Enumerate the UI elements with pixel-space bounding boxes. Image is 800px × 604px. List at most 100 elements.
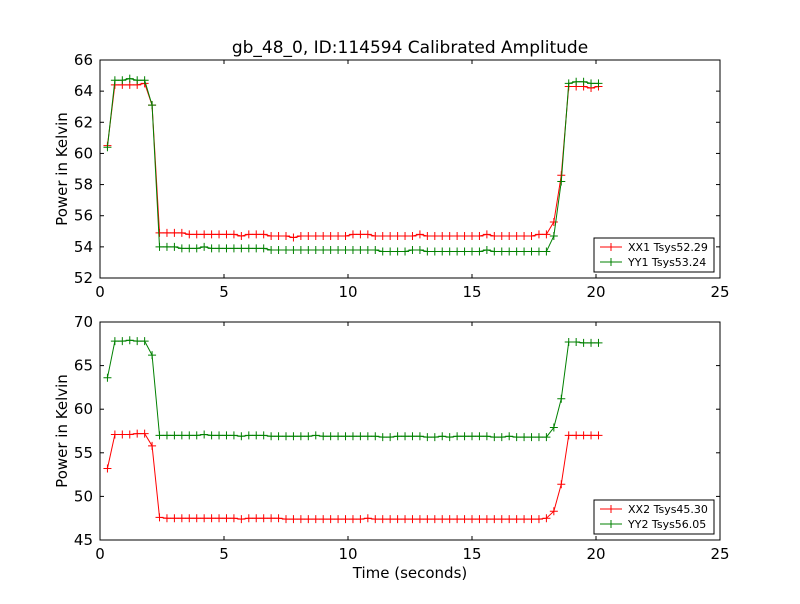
data-point	[438, 432, 447, 441]
axes-frame	[99, 59, 721, 279]
data-point	[200, 514, 209, 523]
data-point	[274, 231, 283, 240]
data-point	[237, 244, 246, 253]
data-point	[215, 431, 224, 440]
data-point	[490, 231, 499, 240]
data-point	[282, 515, 290, 524]
data-point	[282, 245, 290, 254]
data-point	[185, 244, 194, 253]
data-point	[207, 230, 216, 239]
data-point	[326, 245, 335, 254]
data-point	[527, 433, 536, 442]
data-point	[222, 431, 231, 440]
data-point	[326, 432, 335, 441]
x-tick-label: 0	[95, 545, 105, 563]
data-point	[311, 515, 320, 524]
data-point	[274, 514, 283, 523]
data-point	[155, 228, 164, 237]
data-point	[207, 244, 216, 253]
y-tick-label: 52	[74, 269, 93, 287]
data-point	[386, 231, 395, 240]
data-point	[125, 430, 134, 439]
data-point	[468, 247, 476, 256]
data-point	[222, 230, 231, 239]
data-point	[542, 230, 551, 239]
legend-marker	[607, 505, 615, 513]
data-point	[497, 515, 506, 524]
data-point	[534, 230, 543, 239]
data-point	[371, 231, 380, 240]
data-point	[103, 143, 112, 152]
data-point	[185, 514, 194, 523]
data-point	[118, 337, 127, 346]
data-point	[453, 515, 462, 524]
data-point	[460, 247, 469, 256]
data-point	[430, 231, 439, 240]
data-point	[549, 423, 558, 432]
legend-marker	[607, 258, 615, 266]
data-point	[587, 431, 596, 440]
data-point	[497, 433, 506, 442]
data-point	[408, 515, 417, 524]
data-point	[386, 433, 395, 442]
data-point	[267, 231, 276, 240]
data-point	[460, 432, 469, 441]
data-point	[252, 244, 261, 253]
y-tick-label: 66	[74, 51, 93, 69]
data-point	[244, 514, 253, 523]
data-point	[334, 515, 343, 524]
data-point	[430, 515, 439, 524]
data-point	[348, 515, 357, 524]
data-point	[162, 228, 171, 237]
data-point	[282, 231, 290, 240]
data-point	[170, 228, 179, 237]
data-point	[587, 338, 596, 347]
data-point	[296, 245, 305, 254]
data-point	[490, 433, 499, 442]
data-point	[438, 515, 447, 524]
data-point	[334, 245, 343, 254]
bottom-panel: 0 5 10 15 20 25 45 50 55 60 65 70 Power in Kelvin Tim…	[53, 313, 730, 582]
data-point	[386, 515, 395, 524]
data-point	[475, 432, 484, 441]
x-tick-label: 0	[95, 283, 105, 301]
data-point	[319, 515, 328, 524]
chart-title: gb_48_0, ID:114594 Calibrated Amplitude	[232, 38, 588, 58]
data-point	[289, 233, 298, 242]
legend-label: XX2 Tsys45.30	[628, 503, 708, 516]
legend-label: YY2 Tsys56.05	[627, 518, 706, 531]
data-point	[393, 515, 402, 524]
data-point	[133, 76, 142, 85]
data-point	[587, 79, 596, 88]
y-tick-label: 64	[74, 82, 93, 100]
data-point	[393, 231, 402, 240]
data-point	[356, 245, 365, 254]
data-point	[319, 432, 328, 441]
data-point	[512, 247, 521, 256]
data-point	[125, 74, 134, 83]
y-axis-label: Power in Kelvin	[53, 112, 71, 226]
data-point	[453, 247, 462, 256]
data-point	[252, 514, 261, 523]
data-point	[512, 433, 521, 442]
data-point	[482, 245, 491, 254]
data-point	[215, 244, 224, 253]
data-point	[363, 514, 372, 523]
data-point	[527, 515, 536, 524]
data-point	[296, 432, 305, 441]
data-point	[378, 433, 387, 442]
data-point	[579, 77, 588, 86]
data-point	[408, 432, 417, 441]
data-point	[170, 514, 179, 523]
data-point	[334, 432, 343, 441]
data-point	[564, 338, 573, 347]
data-point	[267, 514, 276, 523]
data-point	[438, 247, 447, 256]
data-point	[326, 231, 335, 240]
data-point	[103, 373, 112, 382]
data-point	[594, 338, 603, 347]
data-point	[110, 76, 119, 85]
y-tick-label: 56	[74, 207, 93, 225]
